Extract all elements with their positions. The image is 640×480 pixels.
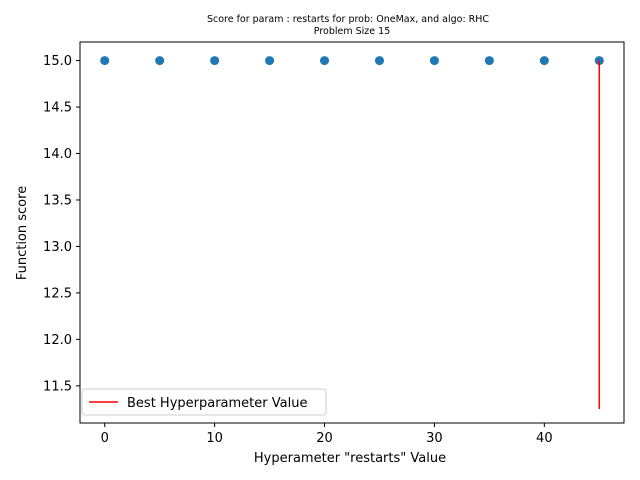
data-point xyxy=(429,56,439,66)
data-point xyxy=(374,56,384,66)
data-point xyxy=(210,56,220,66)
y-tick-label: 14.5 xyxy=(43,101,72,116)
data-point xyxy=(484,56,494,66)
y-axis-ticks: 11.5 12.0 12.5 13.0 13.5 14.0 14.5 15.0 xyxy=(43,54,80,394)
y-tick-label: 11.5 xyxy=(43,379,72,394)
y-tick-label: 12.5 xyxy=(43,286,72,301)
x-tick-label: 30 xyxy=(426,431,443,446)
axes-frame xyxy=(79,41,625,424)
y-tick-label: 13.5 xyxy=(43,193,72,208)
data-point xyxy=(100,56,110,66)
x-tick-label: 0 xyxy=(101,431,109,446)
data-point xyxy=(320,56,330,66)
x-axis-ticks: 0 10 20 30 40 xyxy=(101,423,553,446)
data-point xyxy=(539,56,549,66)
plot-area xyxy=(79,41,625,424)
y-tick-label: 12.0 xyxy=(43,333,72,348)
data-point xyxy=(155,56,165,66)
legend: Best Hyperparameter Value xyxy=(81,388,327,416)
x-axis-label: Hyperameter "restarts" Value xyxy=(254,451,446,466)
chart-subtitle: Problem Size 15 xyxy=(314,26,390,37)
x-tick-label: 20 xyxy=(316,431,333,446)
x-tick-label: 40 xyxy=(536,431,553,446)
y-tick-label: 13.0 xyxy=(43,240,72,255)
y-axis-label: Function score xyxy=(15,186,30,280)
y-tick-label: 15.0 xyxy=(43,54,72,69)
y-tick-label: 14.0 xyxy=(43,147,72,162)
x-tick-label: 10 xyxy=(206,431,223,446)
chart-title: Score for param : restarts for prob: One… xyxy=(207,14,489,25)
data-point xyxy=(265,56,275,66)
legend-box xyxy=(81,388,327,416)
legend-label: Best Hyperparameter Value xyxy=(127,396,307,411)
